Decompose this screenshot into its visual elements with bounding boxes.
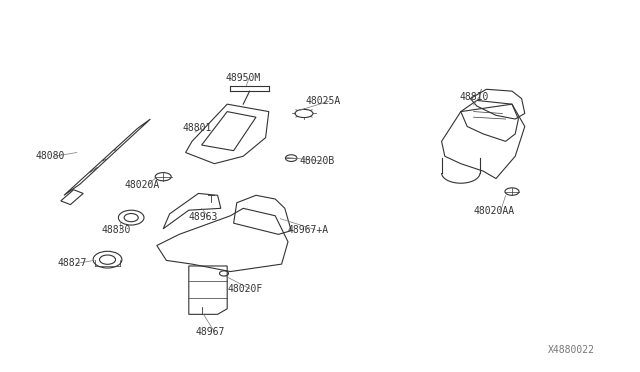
Text: 48020B: 48020B: [300, 156, 335, 166]
Text: 48025A: 48025A: [306, 96, 341, 106]
Text: 48827: 48827: [58, 259, 87, 268]
Text: 48830: 48830: [101, 225, 131, 234]
Text: 48020A: 48020A: [125, 180, 160, 190]
Text: X4880022: X4880022: [548, 345, 595, 355]
Text: 48020F: 48020F: [227, 284, 262, 294]
Text: 48020AA: 48020AA: [474, 206, 515, 216]
Text: 48967: 48967: [195, 327, 225, 337]
Text: 48080: 48080: [35, 151, 65, 161]
Text: 48963: 48963: [189, 212, 218, 221]
Text: 48950M: 48950M: [226, 73, 261, 83]
Text: 48967+A: 48967+A: [288, 225, 329, 234]
Text: 48801: 48801: [182, 123, 212, 133]
Text: 48810: 48810: [460, 93, 489, 102]
